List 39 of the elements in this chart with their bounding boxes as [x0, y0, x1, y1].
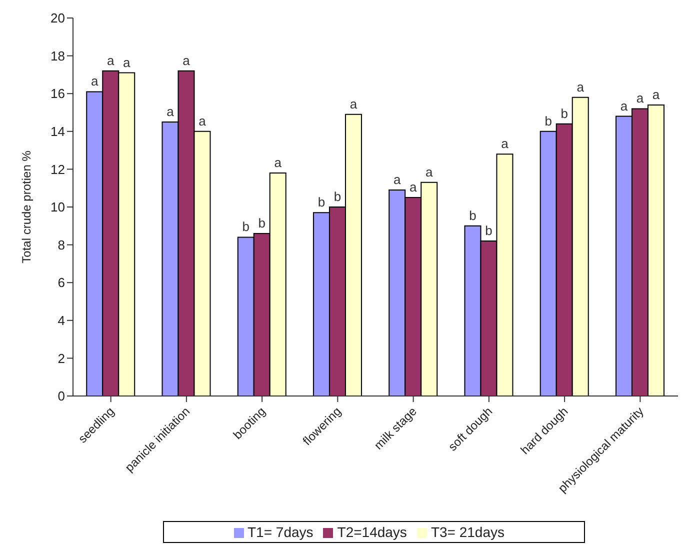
data-label: a	[350, 96, 358, 112]
y-tick-label: 10	[50, 200, 65, 215]
y-tick-label: 2	[58, 350, 65, 366]
y-tick-label: 20	[50, 10, 65, 26]
y-tick-label: 14	[50, 124, 65, 140]
data-label: b	[485, 223, 492, 238]
data-label: a	[106, 52, 115, 68]
data-label: a	[501, 136, 510, 152]
data-label: a	[576, 79, 585, 94]
data-label: a	[409, 180, 418, 195]
data-label: b	[334, 189, 342, 204]
data-label: a	[198, 113, 207, 128]
y-tick-label: 4	[58, 313, 65, 328]
data-label: a	[652, 86, 660, 102]
data-label: b	[258, 215, 266, 230]
y-tick-label: 16	[50, 86, 65, 102]
y-tick-label: 0	[58, 388, 65, 404]
y-tick-label: 18	[50, 48, 65, 64]
y-tick-label: 8	[58, 237, 65, 252]
data-label: b	[242, 219, 250, 234]
legend-label: T2=14days	[337, 524, 407, 540]
data-label: b	[560, 106, 568, 121]
data-label: a	[393, 172, 402, 187]
y-axis-title: Total crude protien %	[19, 150, 34, 264]
data-label: a	[122, 54, 131, 70]
data-label: b	[469, 208, 476, 223]
data-label: a	[166, 104, 175, 119]
y-tick-label: 6	[58, 275, 65, 290]
y-tick-label: 12	[50, 162, 65, 177]
data-label: a	[90, 74, 99, 89]
data-label: b	[544, 113, 552, 128]
data-label: b	[318, 194, 326, 210]
legend-label: T1= 7days	[248, 524, 314, 540]
legend-label: T3= 21days	[430, 524, 504, 540]
data-label: a	[636, 90, 644, 106]
data-label: a	[425, 164, 434, 180]
data-label: a	[182, 52, 191, 68]
data-label: a	[274, 154, 282, 170]
data-label: a	[620, 98, 628, 114]
